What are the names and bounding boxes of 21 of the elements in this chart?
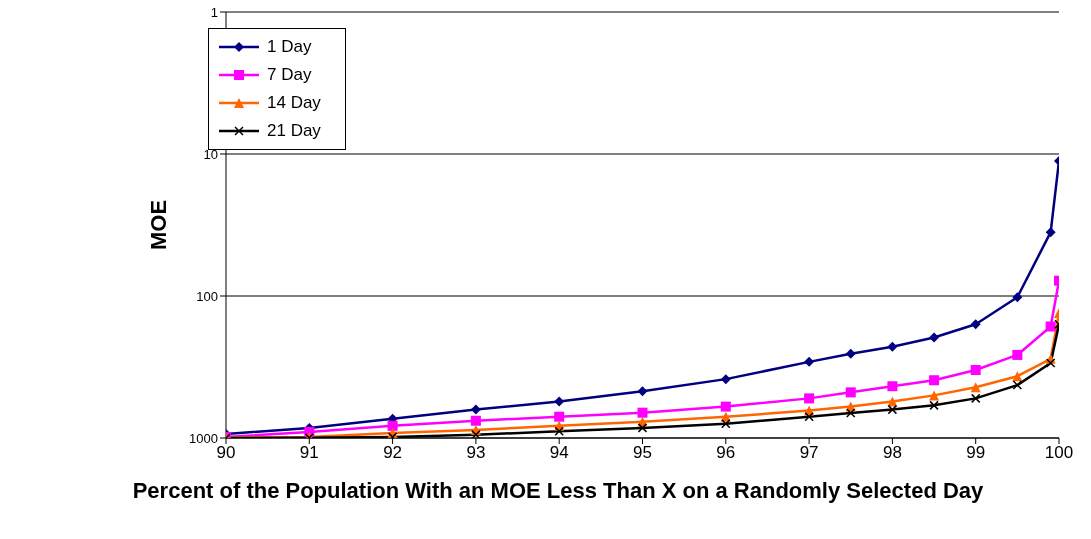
legend-label: 14 Day xyxy=(267,93,321,113)
legend-label: 1 Day xyxy=(267,37,312,57)
y-tick-label: 10 xyxy=(203,146,218,162)
x-tick-label: 92 xyxy=(383,443,403,463)
x-tick-label: 100 xyxy=(1044,443,1074,463)
x-tick-label: 90 xyxy=(216,443,236,463)
x-tick-label: 98 xyxy=(882,443,902,463)
y-tick-label: 1 xyxy=(210,4,218,20)
x-tick-label: 91 xyxy=(299,443,319,463)
x-tick-label: 97 xyxy=(799,443,819,463)
x-tick-label: 99 xyxy=(966,443,986,463)
x-tick-label: 93 xyxy=(466,443,486,463)
legend-label: 21 Day xyxy=(267,121,321,141)
x-tick-label: 96 xyxy=(716,443,736,463)
x-axis-title: Percent of the Population With an MOE Less Than X on a Randomly Selected Day xyxy=(131,478,985,504)
x-tick-label: 95 xyxy=(633,443,652,463)
legend-label: 7 Day xyxy=(267,65,312,85)
y-axis-title: MOE xyxy=(145,199,171,251)
y-tick-label: 1000 xyxy=(189,430,218,446)
y-tick-label: 100 xyxy=(196,288,218,304)
x-tick-label: 94 xyxy=(549,443,569,463)
